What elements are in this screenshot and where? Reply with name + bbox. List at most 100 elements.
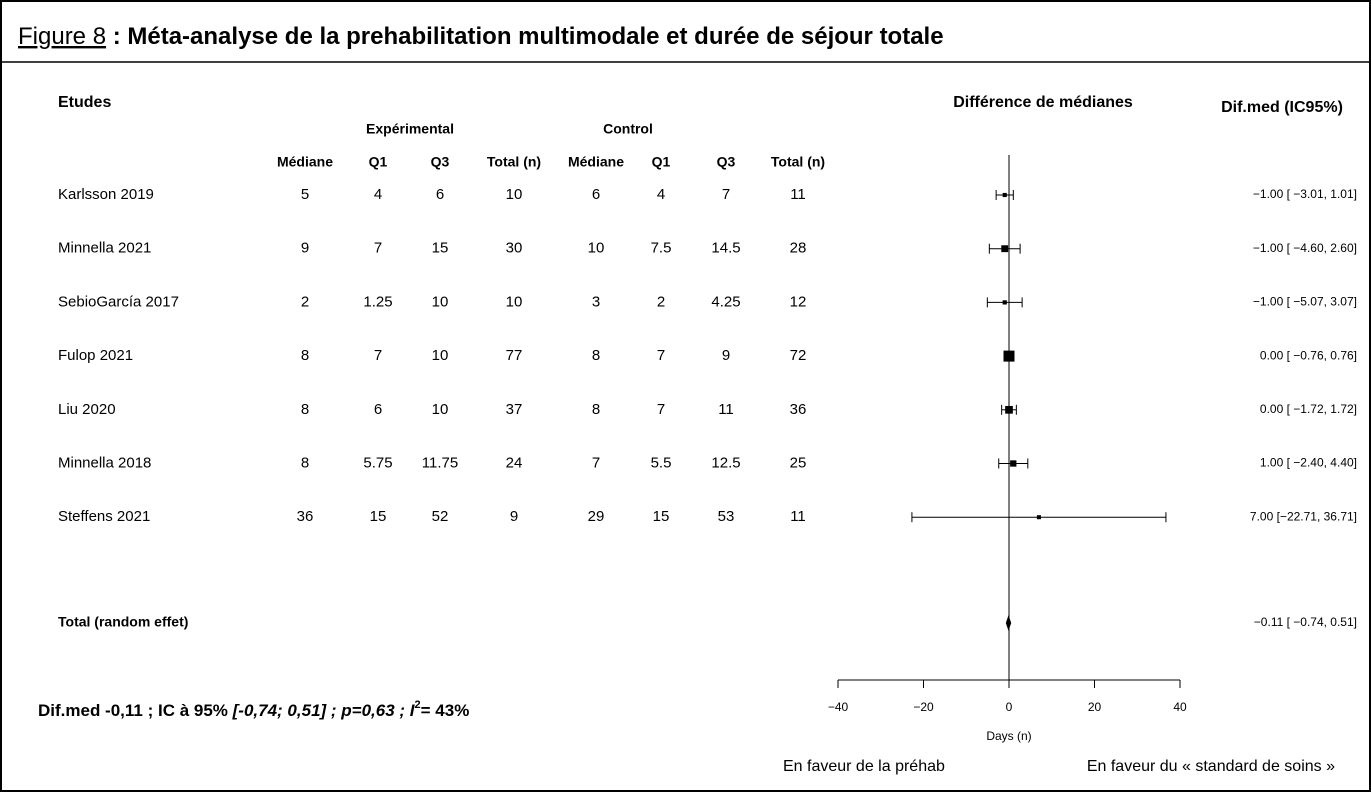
table-cell: 36 (297, 508, 314, 525)
column-header: Q3 (431, 154, 450, 170)
study-name: SebioGarcía 2017 (58, 293, 179, 310)
table-cell: 8 (301, 454, 309, 471)
right-note: En faveur du « standard de soins » (1087, 758, 1335, 775)
table-cell: 7 (374, 347, 382, 364)
column-header: Médiane (568, 154, 624, 170)
table-cell: 25 (790, 454, 807, 471)
point-estimate (1036, 515, 1041, 520)
table-cell: 10 (432, 347, 449, 364)
table-cell: 9 (510, 508, 518, 525)
table-cell: 7 (592, 454, 600, 471)
study-name: Minnella 2018 (58, 454, 151, 471)
summary-part: I (410, 701, 416, 720)
group-header: Control (603, 121, 653, 137)
summary-diamond (1005, 615, 1012, 631)
x-tick-label: 40 (1173, 700, 1187, 714)
table-cell: 11.75 (422, 454, 458, 471)
table-cell: 52 (432, 508, 449, 525)
table-cell: 4.25 (711, 293, 740, 310)
summary-part: 2 (415, 699, 421, 711)
title-text: : Méta-analyse de la prehabilitation mul… (106, 23, 944, 50)
table-cell: 7 (374, 240, 382, 257)
x-axis-label: Days (n) (986, 729, 1031, 743)
table-cell: 15 (432, 240, 449, 257)
table-cell: 6 (592, 186, 600, 203)
table-cell: 10 (506, 293, 523, 310)
table-cell: 8 (592, 347, 600, 364)
x-tick-label: −20 (913, 700, 934, 714)
table-cell: 28 (790, 240, 807, 257)
table-cell: 36 (790, 401, 807, 418)
study-name: Minnella 2021 (58, 240, 151, 257)
table-cell: 14.5 (711, 240, 740, 257)
table-cell: 7 (657, 347, 665, 364)
ci-label: 0.00 [ −0.76, 0.76] (1260, 348, 1357, 362)
table-cell: 3 (592, 293, 600, 310)
table-cell: 29 (588, 508, 605, 525)
table-cell: 10 (432, 293, 449, 310)
table-cell: 6 (374, 401, 382, 418)
table-cell: 6 (436, 186, 444, 203)
point-estimate (1002, 192, 1007, 198)
summary-part: = 43% (421, 701, 470, 720)
table-cell: 11 (790, 186, 806, 203)
table-cell: 8 (592, 401, 600, 418)
study-name: Karlsson 2019 (58, 186, 154, 203)
table-cell: 7 (722, 186, 730, 203)
table-cell: 53 (718, 508, 735, 525)
ci-label: −1.00 [ −5.07, 3.07] (1253, 295, 1357, 309)
table-cell: 9 (301, 240, 309, 257)
point-estimate (1003, 350, 1015, 362)
ci-label: 7.00 [−22.71, 36.71] (1250, 509, 1357, 523)
table-cell: 30 (506, 240, 523, 257)
table-cell: 10 (506, 186, 523, 203)
x-tick-label: −40 (828, 700, 849, 714)
total-name: Total (random effet) (58, 614, 188, 630)
table-cell: 12.5 (711, 454, 740, 471)
table-cell: 24 (506, 454, 523, 471)
table-cell: 77 (506, 347, 523, 364)
study-name: Fulop 2021 (58, 347, 133, 364)
ci-label: −1.00 [ −4.60, 2.60] (1253, 241, 1357, 255)
left-note: En faveur de la préhab (783, 758, 945, 775)
ci-header: Dif.med (IC95%) (1221, 99, 1343, 116)
figure-label: Figure 8 (18, 23, 106, 50)
summary-part: Dif.med -0,11 ; IC à 95% (38, 701, 233, 720)
ci-label: 1.00 [ −2.40, 4.40] (1260, 456, 1357, 470)
table-cell: 10 (432, 401, 449, 418)
point-estimate (1010, 460, 1017, 467)
column-header: Q1 (369, 154, 388, 170)
column-header: Total (n) (771, 154, 825, 170)
table-cell: 11 (718, 401, 734, 418)
table-cell: 5.75 (363, 454, 392, 471)
table-cell: 2 (657, 293, 665, 310)
table-cell: 4 (374, 186, 382, 203)
table-cell: 5.5 (651, 454, 672, 471)
study-name: Steffens 2021 (58, 508, 150, 525)
x-tick-label: 0 (1006, 700, 1013, 714)
table-cell: 10 (588, 240, 605, 257)
table-cell: 72 (790, 347, 807, 364)
point-estimate (1005, 405, 1013, 414)
ci-label: −1.00 [ −3.01, 1.01] (1253, 187, 1357, 201)
table-cell: 9 (722, 347, 730, 364)
table-cell: 12 (790, 293, 807, 310)
column-header: Médiane (277, 154, 333, 170)
column-header: Q3 (717, 154, 736, 170)
table-cell: 5 (301, 186, 309, 203)
table-cell: 37 (506, 401, 523, 418)
title: Figure 8 : Méta-analyse de la prehabilit… (18, 23, 944, 50)
studies-header: Etudes (58, 94, 111, 111)
table-cell: 7.5 (651, 240, 672, 257)
table-cell: 7 (657, 401, 665, 418)
point-estimate (1002, 300, 1007, 305)
table-cell: 15 (653, 508, 670, 525)
x-tick-label: 20 (1088, 700, 1102, 714)
table-cell: 15 (370, 508, 387, 525)
table-cell: 8 (301, 347, 309, 364)
ci-label: 0.00 [ −1.72, 1.72] (1260, 402, 1357, 416)
table-cell: 11 (790, 508, 806, 525)
column-header: Total (n) (487, 154, 541, 170)
